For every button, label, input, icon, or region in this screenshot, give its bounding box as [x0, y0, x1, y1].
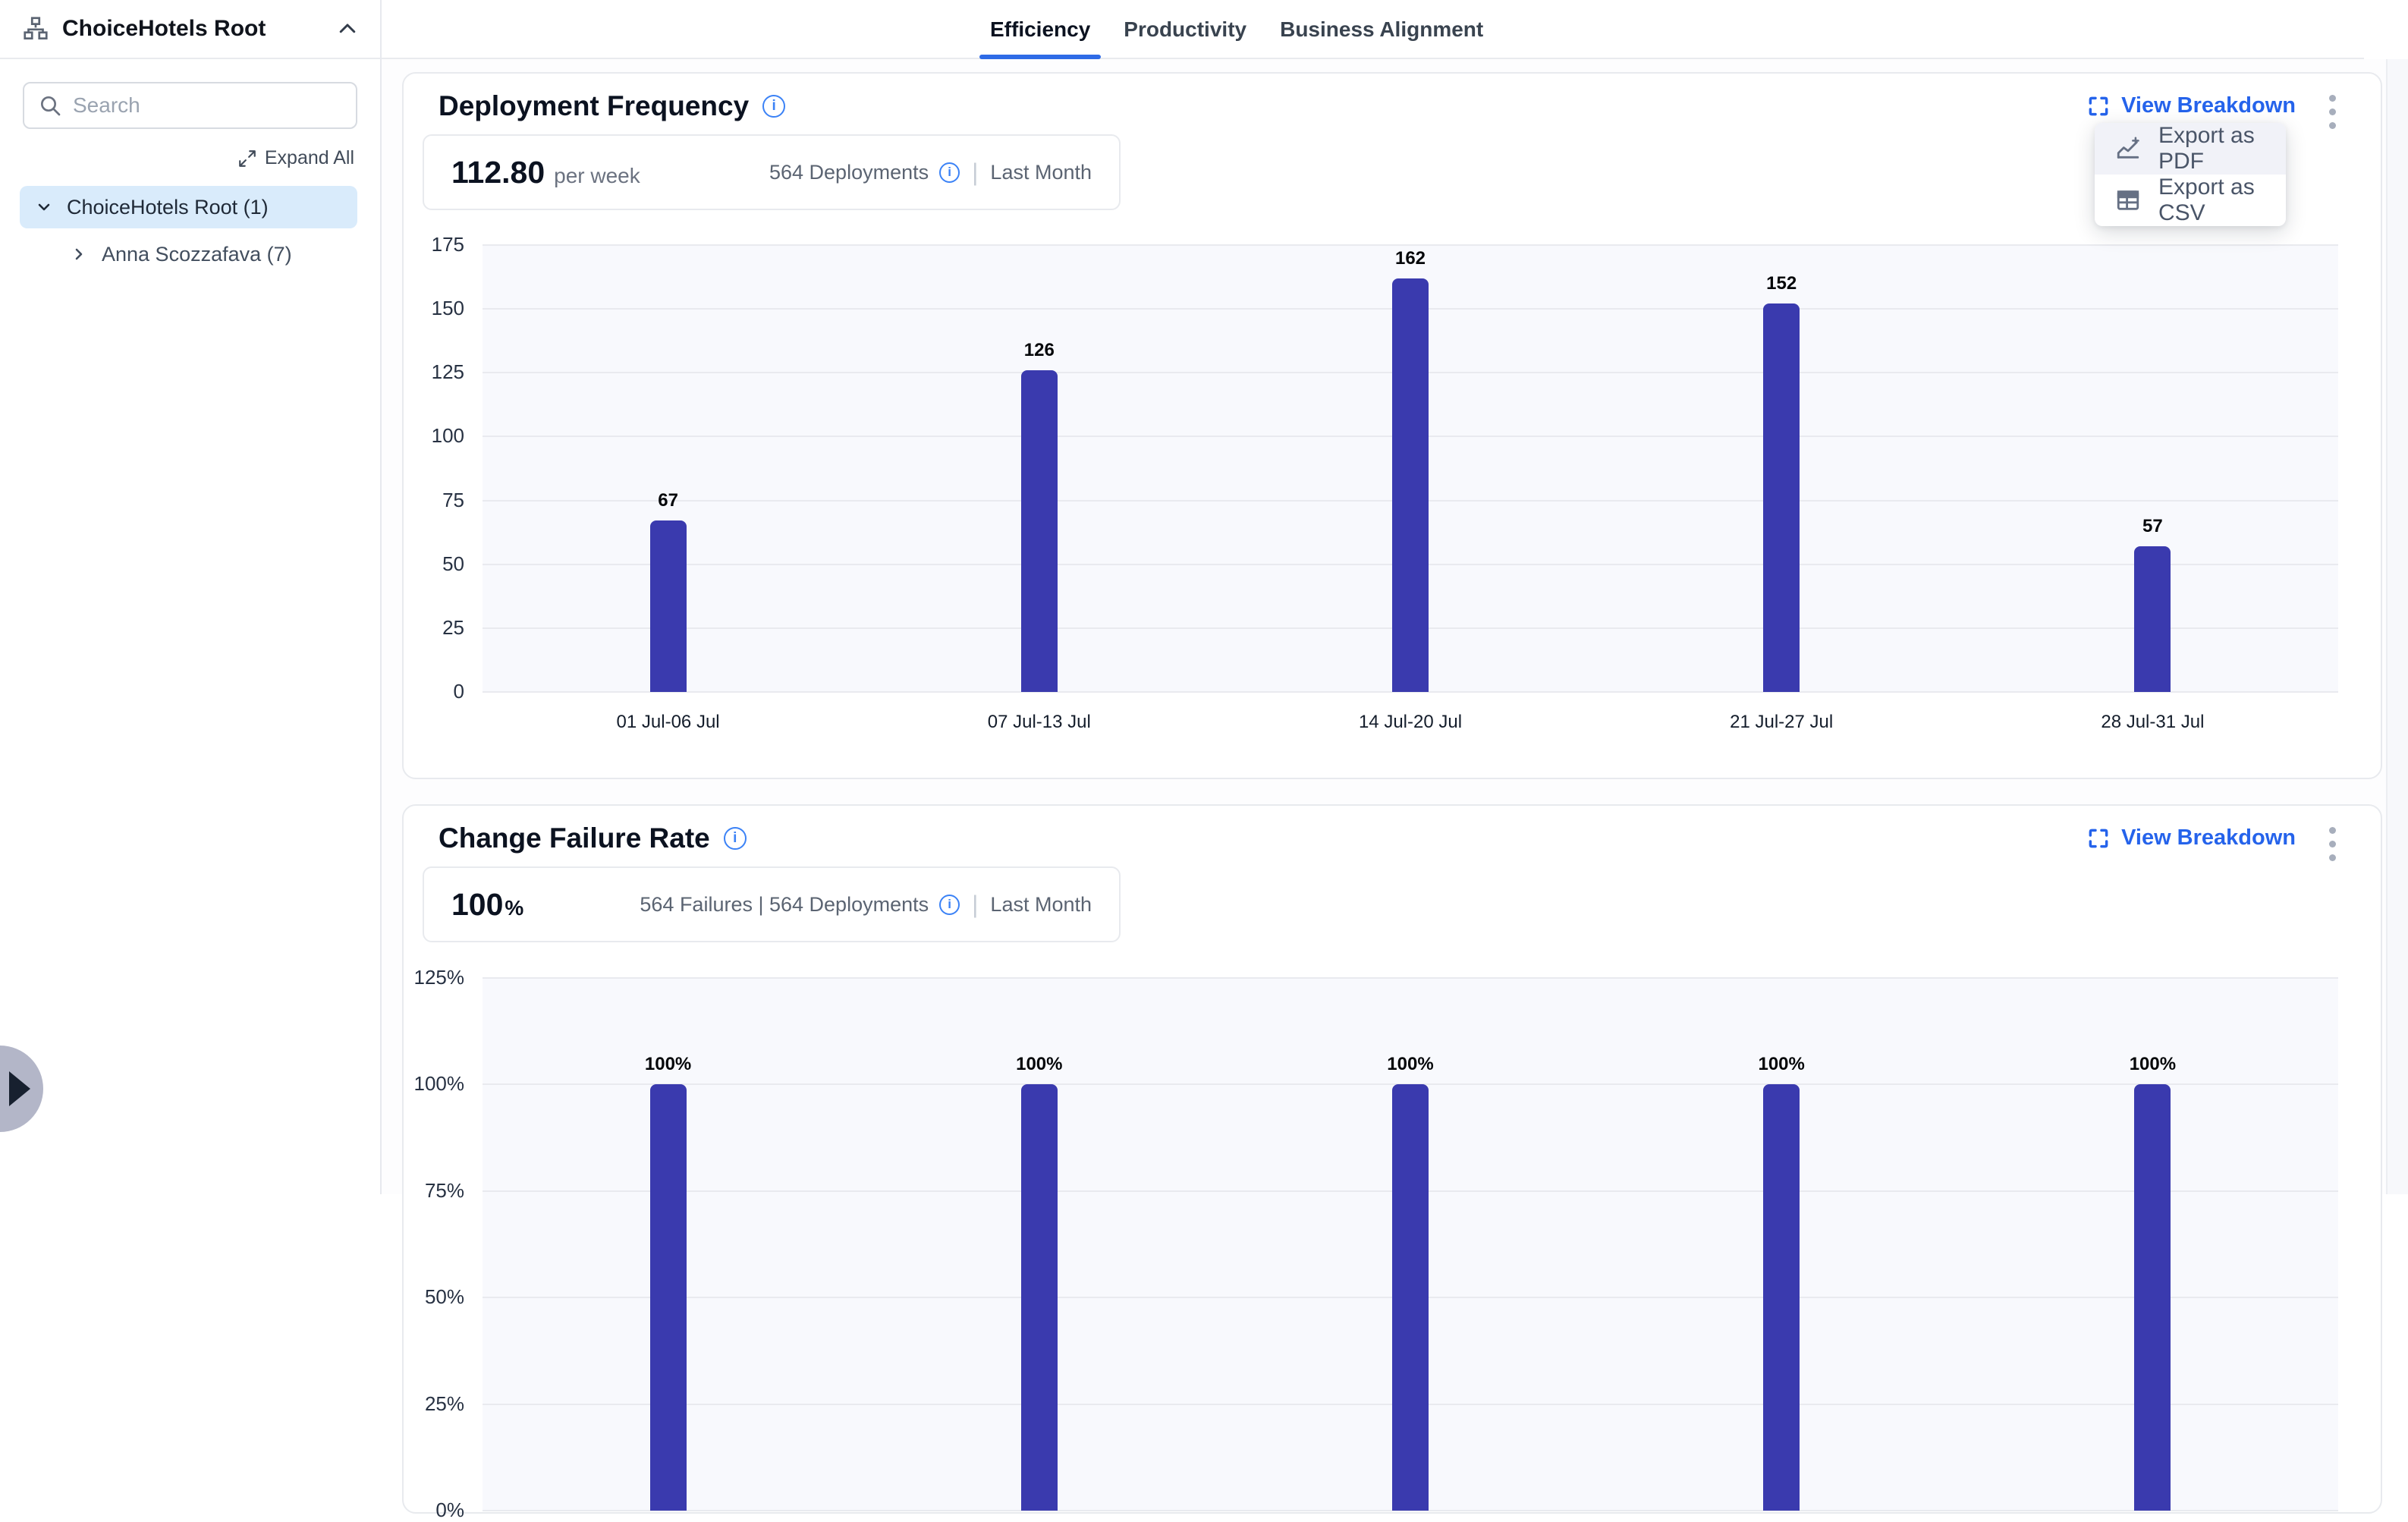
bar[interactable]	[650, 520, 687, 692]
tab-productivity[interactable]: Productivity	[1113, 0, 1257, 59]
y-axis-tick-label: 75%	[398, 1179, 464, 1203]
y-axis-tick-label: 100	[398, 424, 464, 448]
tree-item-anna-scozzafava[interactable]: Anna Scozzafava (7)	[20, 234, 357, 274]
export-chart-icon	[2114, 136, 2142, 162]
export-table-icon	[2114, 187, 2142, 213]
y-axis-tick-label: 125	[398, 360, 464, 384]
topbar: Efficiency Productivity Business Alignme…	[382, 0, 2386, 59]
panel-toggle-arrow-icon	[9, 1071, 30, 1106]
bar-value-label: 57	[2076, 516, 2228, 537]
bar[interactable]	[1021, 370, 1058, 692]
bar-value-label: 126	[964, 340, 1115, 361]
gridline	[483, 244, 2338, 246]
bar-value-label: 162	[1334, 248, 1486, 269]
bar[interactable]	[2134, 546, 2171, 692]
x-axis-tick-label: 21 Jul-27 Jul	[1630, 712, 1933, 733]
menu-item-label: Export as CSV	[2158, 175, 2266, 226]
bar-value-label: 100%	[1705, 1054, 1857, 1075]
x-axis-tick-label: 14 Jul-20 Jul	[1259, 712, 1562, 733]
tab-efficiency[interactable]: Efficiency	[979, 0, 1101, 59]
y-axis-tick-label: 50	[398, 552, 464, 576]
chevron-down-icon[interactable]	[35, 198, 53, 216]
deployment-frequency-card: Deployment Frequency i View Breakdown	[402, 72, 2382, 779]
sidebar-collapse-button[interactable]	[336, 17, 359, 40]
bar-value-label: 67	[593, 490, 744, 511]
expand-all-label: Expand All	[265, 147, 354, 169]
tab-business-alignment[interactable]: Business Alignment	[1269, 0, 1494, 59]
x-axis-tick-label: 01 Jul-06 Jul	[517, 712, 820, 733]
org-tree: ChoiceHotels Root (1) Anna Scozzafava (7…	[0, 186, 380, 274]
y-axis-tick-label: 0	[398, 680, 464, 703]
export-menu: Export as PDF Export as CSV	[2095, 123, 2286, 226]
search-icon	[38, 93, 62, 118]
bar[interactable]	[2134, 1084, 2171, 1511]
bar[interactable]	[1392, 1084, 1429, 1511]
tree-item-label: ChoiceHotels Root (1)	[67, 196, 269, 219]
bar-value-label: 100%	[593, 1054, 744, 1075]
y-axis-tick-label: 150	[398, 297, 464, 320]
bar[interactable]	[1392, 278, 1429, 692]
bar[interactable]	[1763, 303, 1800, 692]
sidebar-header: ChoiceHotels Root	[0, 0, 380, 59]
y-axis-tick-label: 125%	[398, 966, 464, 989]
gridline	[483, 977, 2338, 979]
org-hierarchy-icon	[21, 14, 50, 43]
search-input[interactable]	[73, 93, 347, 118]
scrollbar[interactable]	[2386, 59, 2408, 1194]
bar-value-label: 152	[1705, 273, 1857, 294]
expand-all-icon	[237, 149, 257, 168]
main-content: Deployment Frequency i View Breakdown	[382, 59, 2386, 1194]
y-axis-tick-label: 25%	[398, 1392, 464, 1416]
x-axis-tick-label: 07 Jul-13 Jul	[888, 712, 1191, 733]
tree-item-label: Anna Scozzafava (7)	[102, 243, 292, 266]
chevron-right-icon[interactable]	[70, 245, 88, 263]
search-box[interactable]	[23, 82, 357, 129]
bar-value-label: 100%	[964, 1054, 1115, 1075]
menu-item-export-csv[interactable]: Export as CSV	[2095, 175, 2286, 226]
y-axis-tick-label: 50%	[398, 1285, 464, 1309]
menu-item-label: Export as PDF	[2158, 123, 2266, 175]
y-axis-tick-label: 100%	[398, 1072, 464, 1096]
expand-all-button[interactable]: Expand All	[0, 147, 354, 169]
sidebar-title: ChoiceHotels Root	[62, 16, 336, 42]
bar-value-label: 100%	[1334, 1054, 1486, 1075]
bar[interactable]	[1021, 1084, 1058, 1511]
y-axis-tick-label: 75	[398, 489, 464, 512]
sidebar: ChoiceHotels Root Expand All	[0, 0, 382, 1194]
tab-bar: Efficiency Productivity Business Alignme…	[979, 0, 1494, 59]
change-failure-rate-card: Change Failure Rate i View Breakdown 100…	[402, 804, 2382, 1514]
menu-item-export-pdf[interactable]: Export as PDF	[2095, 123, 2286, 175]
bar[interactable]	[1763, 1084, 1800, 1511]
y-axis-tick-label: 0%	[398, 1498, 464, 1522]
y-axis-tick-label: 175	[398, 233, 464, 256]
tree-item-choicehotels-root[interactable]: ChoiceHotels Root (1)	[20, 186, 357, 228]
x-axis-tick-label: 28 Jul-31 Jul	[2001, 712, 2304, 733]
bar-value-label: 100%	[2076, 1054, 2228, 1075]
y-axis-tick-label: 25	[398, 616, 464, 640]
change-failure-rate-chart: 125%100%75%50%25%0%100%100%100%100%100%	[404, 806, 2381, 1512]
bar[interactable]	[650, 1084, 687, 1511]
